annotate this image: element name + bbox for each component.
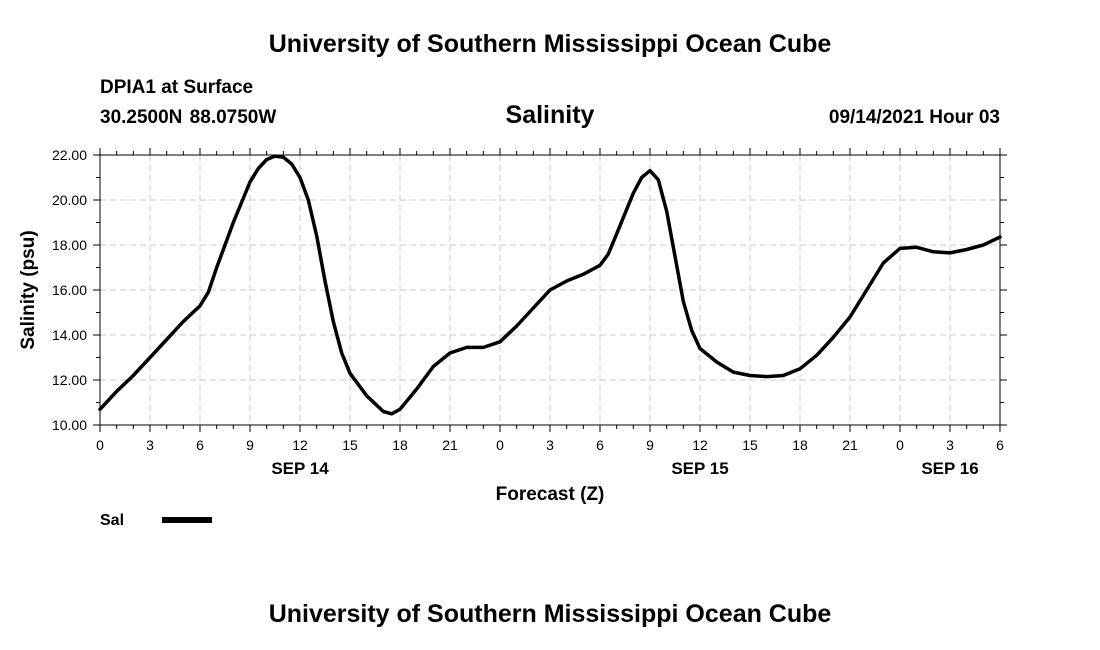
x-tick-label: 12 (692, 437, 708, 453)
chart-title: Salinity (505, 101, 595, 129)
site-title: University of Southern Mississippi Ocean… (268, 30, 832, 58)
date-label: SEP 15 (671, 459, 728, 478)
date-label: SEP 16 (921, 459, 978, 478)
x-tick-label: 6 (996, 437, 1004, 453)
coordinates-label: 30.2500N 88.0750W (100, 107, 277, 128)
y-axis-label: Salinity (psu) (18, 230, 39, 349)
y-tick-label: 16.00 (52, 282, 87, 298)
x-tick-label: 3 (946, 437, 954, 453)
x-tick-label: 18 (792, 437, 808, 453)
y-tick-label: 14.00 (52, 327, 87, 343)
x-tick-label: 0 (496, 437, 504, 453)
salinity-chart: 0 3 6 9 12 15 18 21 0 3 6 9 12 15 18 21 0 3 6 10.00 12.00 14.… (18, 147, 1007, 529)
x-tick-label: 12 (292, 437, 308, 453)
legend-label: Sal (100, 512, 124, 529)
y-tick-label: 18.00 (52, 237, 87, 253)
x-tick-label: 0 (896, 437, 904, 453)
footer-site-title: University of Southern Mississippi Ocean… (268, 600, 832, 628)
x-tick-label: 3 (546, 437, 554, 453)
x-tick-label: 15 (742, 437, 758, 453)
x-tick-label: 6 (596, 437, 604, 453)
date-label: SEP 14 (271, 459, 329, 478)
x-tick-label: 0 (96, 437, 104, 453)
forecast-datetime: 09/14/2021 Hour 03 (828, 107, 1000, 128)
series-line-sal (98, 154, 1002, 416)
y-tick-label: 10.00 (52, 417, 87, 433)
y-tick-label: 20.00 (52, 192, 87, 208)
x-tick-label: 21 (842, 437, 858, 453)
x-tick-label: 15 (342, 437, 358, 453)
y-tick-label: 22.00 (52, 147, 87, 163)
x-tick-label: 18 (392, 437, 408, 453)
x-tick-label: 21 (442, 437, 458, 453)
x-tick-label: 9 (646, 437, 654, 453)
x-axis-label: Forecast (Z) (496, 484, 605, 505)
station-label: DPIA1 at Surface (100, 77, 254, 98)
x-tick-label: 3 (146, 437, 154, 453)
x-tick-label: 9 (246, 437, 254, 453)
y-tick-label: 12.00 (52, 372, 87, 388)
x-tick-label: 6 (196, 437, 204, 453)
